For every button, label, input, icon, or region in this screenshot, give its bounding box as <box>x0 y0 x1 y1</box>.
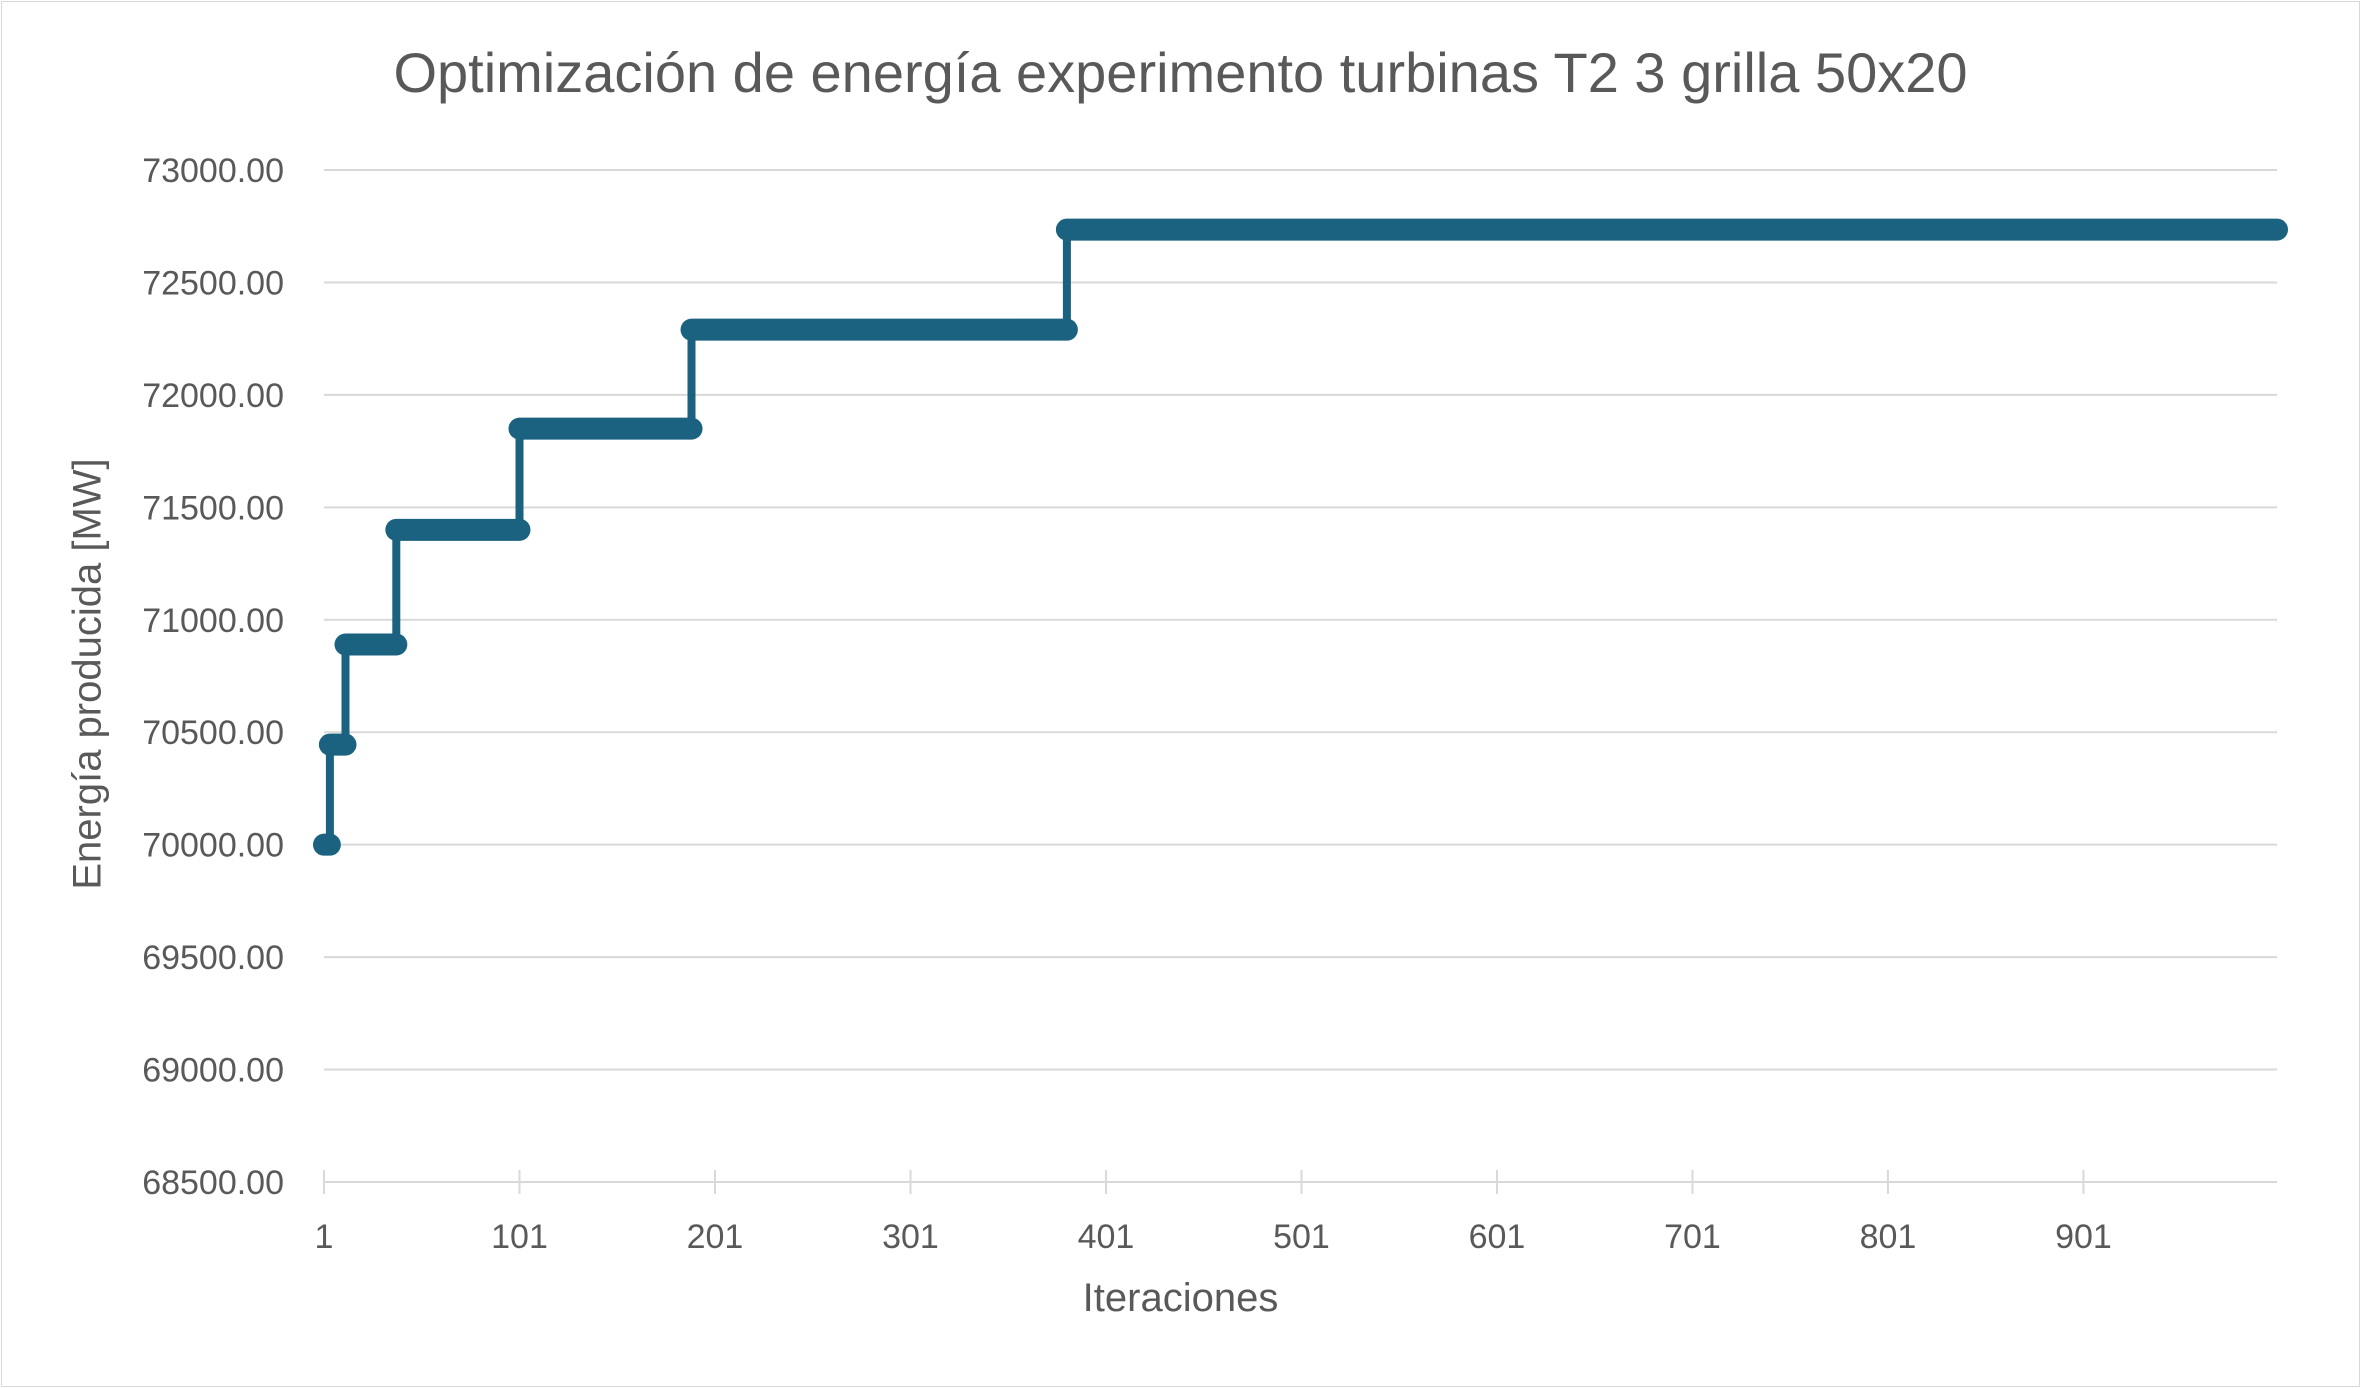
y-tick-label: 69500.00 <box>142 939 284 977</box>
x-tick-label: 301 <box>882 1218 939 1256</box>
grid-lines <box>324 169 2277 1071</box>
x-tick-label: 201 <box>687 1218 744 1256</box>
y-tick-labels: 73000.00 72500.00 72000.00 71500.00 71000.00… <box>142 152 284 1202</box>
series-line <box>324 225 2277 849</box>
x-tick-label: 801 <box>1860 1218 1917 1256</box>
y-tick-label: 73000.00 <box>142 152 284 190</box>
y-tick-label: 71500.00 <box>142 489 284 527</box>
y-tick-label: 68500.00 <box>142 1164 284 1202</box>
x-tick-label: 601 <box>1469 1218 1526 1256</box>
x-tick-label: 901 <box>2055 1218 2112 1256</box>
series-energy <box>313 218 2288 856</box>
x-axis-label: Iteraciones <box>1082 1276 1279 1320</box>
x-tick-label: 101 <box>491 1218 548 1256</box>
x-tick-label: 701 <box>1664 1218 1721 1256</box>
x-axis <box>323 1170 2277 1194</box>
y-tick-label: 71000.00 <box>142 602 284 640</box>
chart-title: Optimización de energía experimento turb… <box>393 41 1968 104</box>
x-tick-label: 501 <box>1273 1218 1330 1256</box>
y-tick-label: 72500.00 <box>142 264 284 302</box>
x-tick-label: 1 <box>315 1218 334 1256</box>
x-tick-labels: 1 101 201 301 401 501 601 701 801 901 <box>315 1218 2112 1256</box>
y-tick-label: 70000.00 <box>142 827 284 865</box>
y-tick-label: 70500.00 <box>142 714 284 752</box>
y-tick-label: 69000.00 <box>142 1052 284 1090</box>
x-tick-label: 401 <box>1078 1218 1135 1256</box>
y-tick-label: 72000.00 <box>142 377 284 415</box>
